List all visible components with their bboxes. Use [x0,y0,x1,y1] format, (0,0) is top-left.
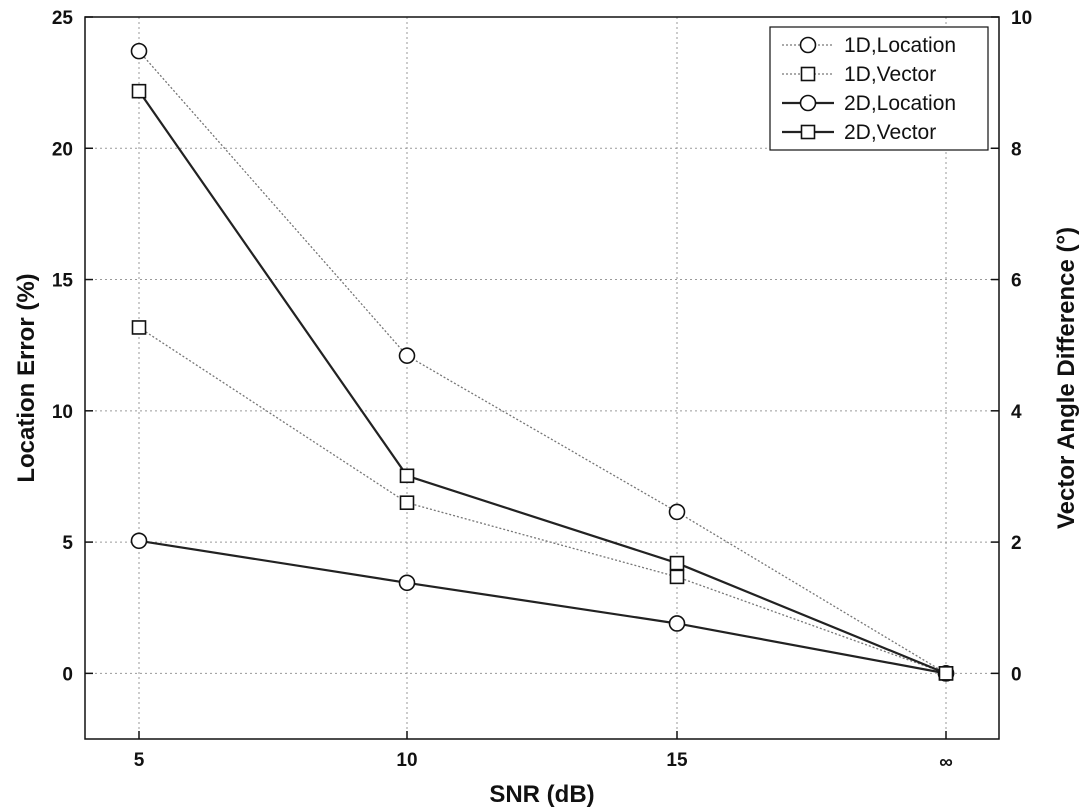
series-line [138,539,947,675]
series-2d-location [130,532,955,682]
y-right-tick-label: 0 [1011,664,1022,685]
y-axis-right-title: Vector Angle Difference (°) [1053,227,1080,529]
data-point-circle [130,42,148,60]
data-point-circle [398,347,416,364]
y-right-tick-label: 10 [1011,8,1032,29]
series-line [138,50,947,674]
y-axis-left-title: Location Error (%) [13,273,40,482]
data-point-circle [398,574,416,592]
data-point-circle [668,615,686,632]
y-right-tick-label: 8 [1011,139,1022,160]
legend-marker [800,66,816,82]
data-point-square [399,468,415,484]
y-right-tick-label: 6 [1011,271,1022,292]
x-tick-label: 5 [134,750,145,771]
y-left-tick-label: 25 [52,8,74,29]
series-line [138,326,947,674]
series-line [138,90,947,675]
x-tick-label: 10 [396,750,417,771]
legend-label: 1D,Vector [844,63,936,86]
x-tick-label: ∞ [939,752,953,773]
legend-marker [800,124,816,140]
plot-frame [84,16,1000,740]
series-layer [130,42,955,682]
y-left-tick-label: 0 [62,664,73,685]
legend-label: 1D,Location [844,34,956,57]
series-2d-vector [131,83,954,681]
data-point-circle [130,532,148,550]
y-left-tick-label: 10 [52,402,73,423]
axis-ticks: 0 5 10 15 20 25 0 2 4 6 8 10 5 10 15 ∞ [52,8,1032,773]
y-right-tick-label: 2 [1011,533,1022,554]
x-axis-title: SNR (dB) [489,781,594,808]
y-left-tick-label: 20 [52,139,73,160]
data-point-square [938,666,954,681]
y-left-tick-label: 15 [52,271,74,292]
data-point-square [669,569,685,585]
data-point-square [669,555,685,571]
y-left-tick-label: 5 [62,533,73,554]
data-point-circle [668,503,686,521]
legend-marker [799,94,817,112]
legend-label: 2D,Vector [844,121,936,144]
legend-label: 2D,Location [844,92,956,115]
data-point-square [131,83,147,99]
x-tick-label: 15 [666,750,688,771]
legend-marker [799,36,817,54]
legend: 1D,Location 1D,Vector 2D,Location 2D,Vector [769,26,989,151]
data-point-square [131,320,147,335]
y-right-tick-label: 4 [1011,402,1022,423]
data-point-square [399,495,415,511]
